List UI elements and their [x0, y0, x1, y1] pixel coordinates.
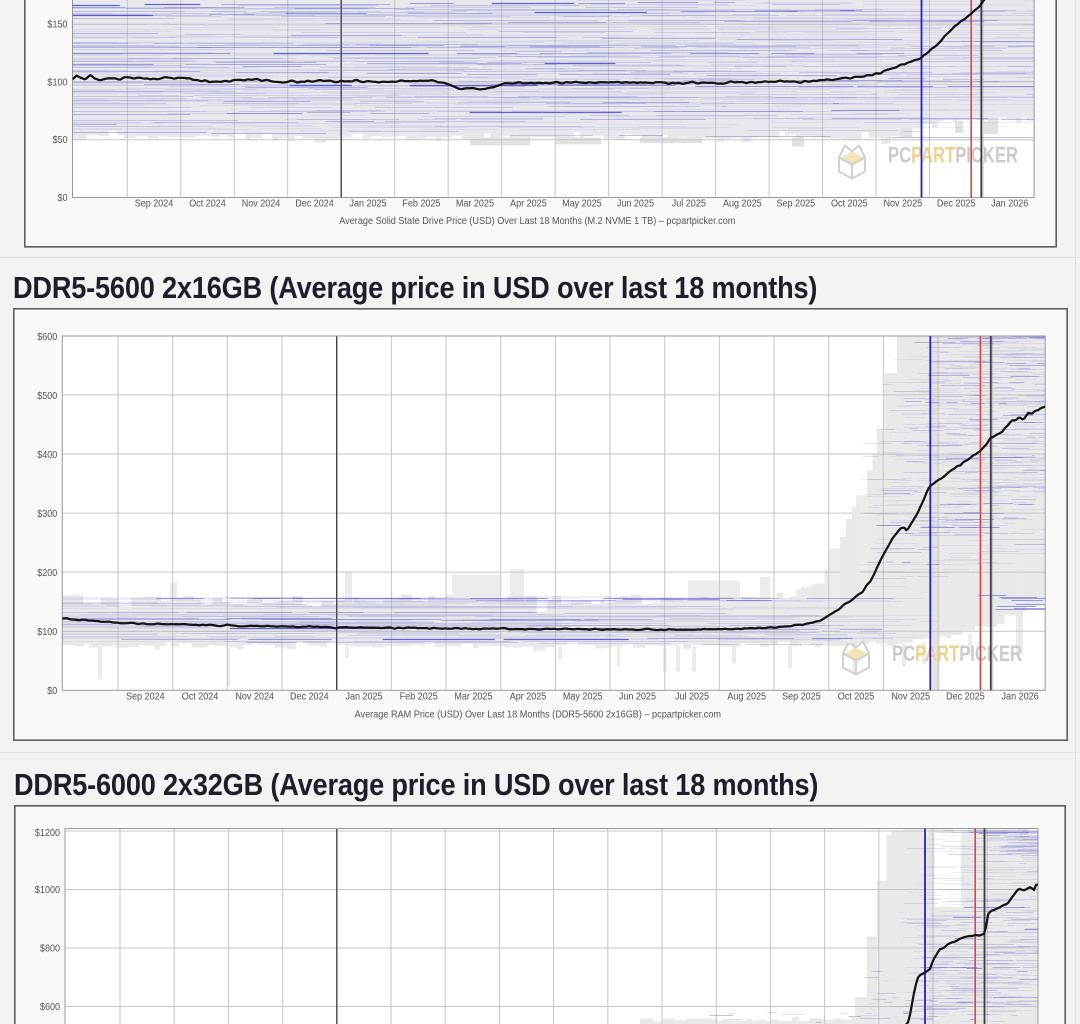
svg-text:Average RAM Price (USD) Over L: Average RAM Price (USD) Over Last 18 Mon…: [355, 709, 721, 721]
svg-text:$500: $500: [37, 390, 58, 402]
svg-text:Jan 2026: Jan 2026: [991, 198, 1029, 210]
svg-text:Jan 2025: Jan 2025: [349, 198, 387, 210]
svg-text:Sep 2025: Sep 2025: [782, 691, 821, 703]
svg-text:Aug 2025: Aug 2025: [723, 198, 762, 210]
svg-text:Oct 2024: Oct 2024: [182, 691, 219, 703]
svg-text:Nov 2025: Nov 2025: [891, 691, 930, 703]
svg-text:Jul 2025: Jul 2025: [675, 691, 710, 703]
svg-text:$100: $100: [47, 77, 68, 89]
svg-text:Jun 2025: Jun 2025: [617, 198, 655, 210]
svg-text:$600: $600: [40, 1001, 61, 1013]
svg-text:Jun 2025: Jun 2025: [619, 691, 657, 703]
svg-text:Nov 2025: Nov 2025: [883, 198, 922, 210]
svg-text:$400: $400: [37, 449, 58, 461]
svg-text:PCPARTPICKER: PCPARTPICKER: [888, 143, 1018, 168]
svg-text:Oct 2024: Oct 2024: [189, 198, 226, 210]
svg-text:Sep 2025: Sep 2025: [776, 198, 815, 210]
svg-text:Apr 2025: Apr 2025: [510, 198, 547, 210]
svg-text:$600: $600: [37, 331, 58, 343]
svg-text:Feb 2025: Feb 2025: [402, 198, 441, 210]
svg-text:Mar 2025: Mar 2025: [454, 691, 493, 703]
svg-text:Jan 2025: Jan 2025: [345, 691, 383, 703]
svg-text:Nov 2024: Nov 2024: [235, 691, 274, 703]
svg-text:Dec 2025: Dec 2025: [946, 691, 985, 703]
svg-text:$0: $0: [57, 192, 68, 204]
svg-text:PCPARTPICKER: PCPARTPICKER: [892, 642, 1022, 667]
svg-text:Apr 2025: Apr 2025: [510, 691, 547, 703]
svg-text:Oct 2025: Oct 2025: [838, 691, 875, 703]
svg-text:$0: $0: [47, 685, 58, 697]
svg-text:Jul 2025: Jul 2025: [672, 198, 707, 210]
svg-text:$300: $300: [37, 508, 58, 520]
svg-text:Jan 2026: Jan 2026: [1002, 691, 1040, 703]
svg-text:Dec 2025: Dec 2025: [937, 198, 976, 210]
svg-text:Dec 2024: Dec 2024: [295, 198, 334, 210]
svg-text:Average Solid State Drive Pric: Average Solid State Drive Price (USD) Ov…: [339, 215, 735, 227]
svg-text:Sep 2024: Sep 2024: [135, 198, 174, 210]
svg-text:May 2025: May 2025: [563, 691, 603, 703]
svg-text:Dec 2024: Dec 2024: [290, 691, 329, 703]
svg-text:Aug 2025: Aug 2025: [727, 691, 766, 703]
svg-text:$800: $800: [40, 943, 61, 955]
svg-text:May 2025: May 2025: [562, 198, 602, 210]
svg-text:Oct 2025: Oct 2025: [831, 198, 868, 210]
svg-text:$200: $200: [37, 567, 58, 579]
svg-text:$1000: $1000: [35, 884, 61, 896]
svg-text:$50: $50: [52, 135, 68, 147]
svg-text:Mar 2025: Mar 2025: [456, 198, 495, 210]
svg-text:$150: $150: [47, 19, 68, 31]
svg-text:Nov 2024: Nov 2024: [242, 198, 281, 210]
svg-text:$100: $100: [37, 626, 58, 638]
svg-text:$1200: $1200: [35, 827, 61, 839]
svg-text:Sep 2024: Sep 2024: [126, 691, 165, 703]
svg-text:Feb 2025: Feb 2025: [400, 691, 439, 703]
